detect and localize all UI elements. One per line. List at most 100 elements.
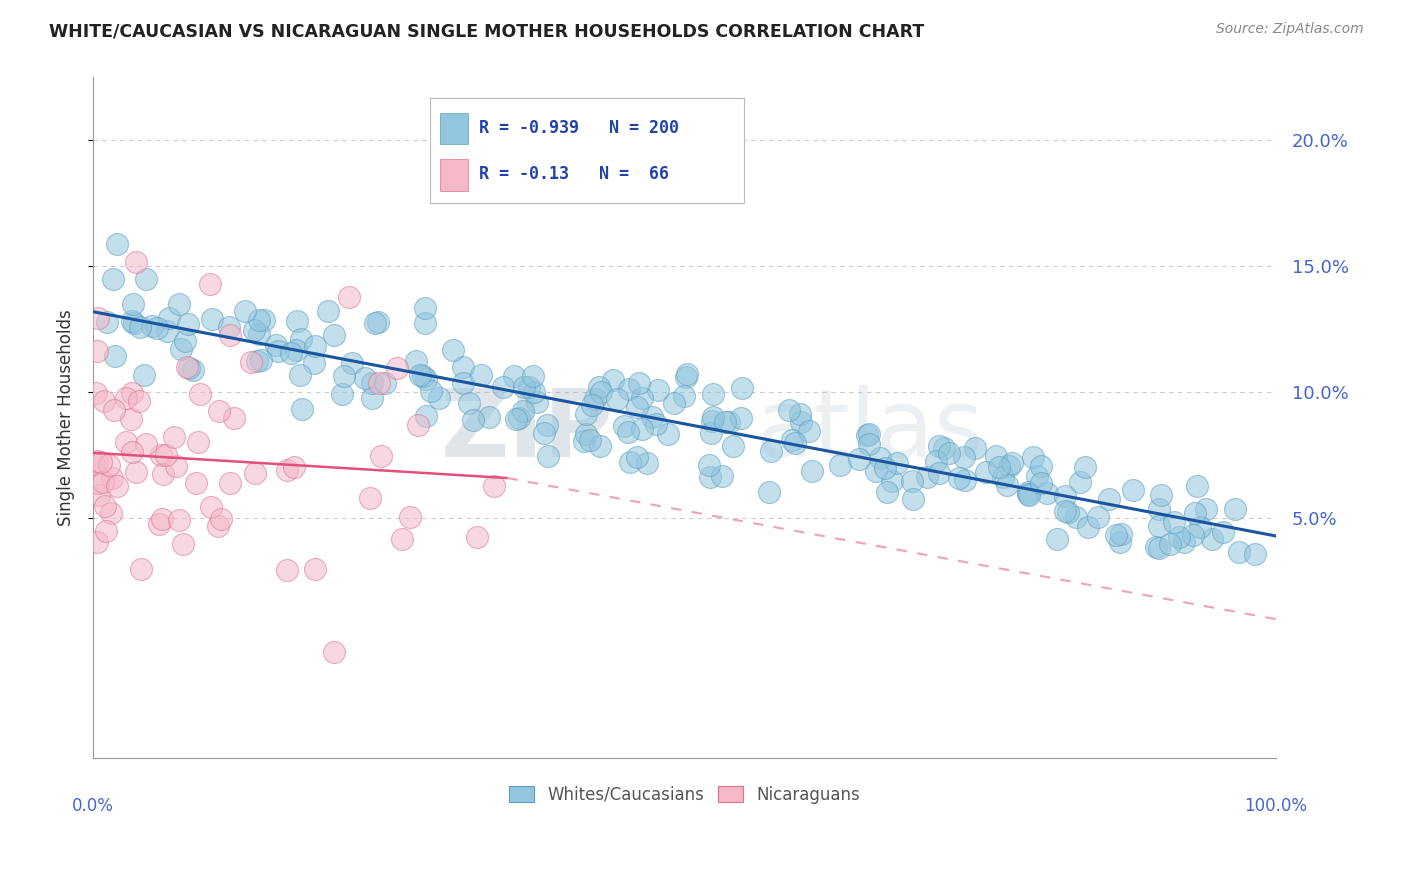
Point <box>662 396 685 410</box>
Point <box>156 324 179 338</box>
Point <box>1087 510 1109 524</box>
Point <box>1185 479 1208 493</box>
Point <box>157 311 180 326</box>
Point <box>984 449 1007 463</box>
Point <box>290 332 312 346</box>
Point <box>1031 476 1053 491</box>
Point <box>533 425 555 440</box>
Point <box>247 326 270 341</box>
Point <box>1212 524 1234 539</box>
Point <box>370 450 392 464</box>
Point <box>233 304 256 318</box>
Point <box>427 391 450 405</box>
Point <box>361 376 384 390</box>
Point <box>187 434 209 449</box>
Point <box>647 383 669 397</box>
Point <box>626 450 648 465</box>
Point <box>718 415 741 429</box>
Point <box>915 470 938 484</box>
Point <box>283 460 305 475</box>
Point <box>129 561 152 575</box>
Point <box>290 402 312 417</box>
Point <box>94 499 117 513</box>
Point <box>183 363 205 377</box>
Point <box>1025 469 1047 483</box>
Point <box>247 312 270 326</box>
Point <box>441 343 464 358</box>
Point <box>359 491 381 505</box>
Point <box>367 315 389 329</box>
Point <box>323 645 346 659</box>
Point <box>626 400 648 414</box>
Point <box>129 319 152 334</box>
Point <box>1244 547 1267 561</box>
Point <box>86 386 108 401</box>
Point <box>988 460 1011 475</box>
Point <box>188 387 211 401</box>
Point <box>1201 532 1223 546</box>
Point <box>1225 502 1247 516</box>
Point <box>901 475 924 489</box>
Text: 100.0%: 100.0% <box>1244 797 1308 814</box>
Point <box>177 317 200 331</box>
Point <box>87 488 110 502</box>
Point <box>209 512 232 526</box>
Point <box>86 454 108 468</box>
Point <box>167 514 190 528</box>
Point <box>465 530 488 544</box>
Point <box>721 439 744 453</box>
Point <box>451 376 474 390</box>
Point <box>285 314 308 328</box>
Point <box>925 453 948 467</box>
Point <box>575 407 598 421</box>
Point <box>177 360 200 375</box>
Point <box>83 457 105 471</box>
Point <box>172 537 194 551</box>
Point <box>103 272 125 286</box>
Point <box>121 314 143 328</box>
Point <box>98 458 121 473</box>
Point <box>699 469 721 483</box>
Point <box>267 343 290 358</box>
Point <box>385 360 408 375</box>
Point <box>1109 534 1132 549</box>
Point <box>588 380 610 394</box>
Point <box>1163 515 1185 529</box>
Point <box>991 470 1014 484</box>
Point <box>1122 483 1144 498</box>
Point <box>865 464 887 478</box>
Point <box>700 414 723 428</box>
Point <box>406 417 429 432</box>
Point <box>105 237 128 252</box>
Point <box>412 369 434 384</box>
Point <box>963 441 986 455</box>
Point <box>141 318 163 333</box>
Point <box>575 426 598 441</box>
Point <box>1018 488 1040 502</box>
Point <box>478 409 501 424</box>
Point <box>250 353 273 368</box>
Point <box>1105 528 1128 542</box>
Point <box>995 477 1018 491</box>
Point <box>1064 510 1087 524</box>
Point <box>242 322 264 336</box>
Point <box>645 417 668 432</box>
Point <box>1017 487 1039 501</box>
Point <box>1074 460 1097 475</box>
Point <box>513 380 536 394</box>
Point <box>176 359 198 374</box>
Point <box>364 316 387 330</box>
Point <box>135 437 157 451</box>
Point <box>789 408 811 422</box>
Point <box>1056 505 1078 519</box>
Point <box>304 562 326 576</box>
Point <box>508 410 530 425</box>
Point <box>100 506 122 520</box>
Point <box>96 315 118 329</box>
Point <box>858 436 880 450</box>
Point <box>589 385 612 400</box>
Point <box>617 425 640 439</box>
Point <box>103 403 125 417</box>
Point <box>526 395 548 409</box>
Point <box>1109 527 1132 541</box>
